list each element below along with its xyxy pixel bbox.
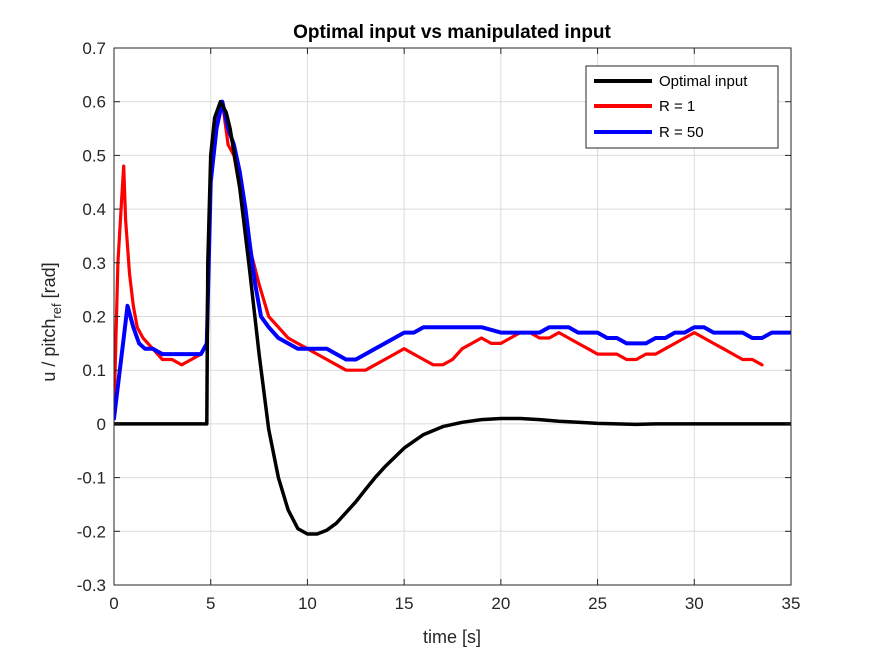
y-tick-label: 0 — [97, 415, 106, 434]
series-line-r-1 — [114, 100, 764, 415]
series-layer — [114, 99, 791, 536]
y-axis-label-suffix: [rad] — [39, 262, 59, 303]
y-tick-label: 0.4 — [82, 200, 106, 219]
legend: Optimal input R = 1 R = 50 — [585, 65, 779, 149]
x-axis-ticks: 0 5 10 15 20 25 30 35 — [109, 48, 800, 613]
legend-label-r-1: R = 1 — [659, 98, 695, 115]
y-tick-label: 0.3 — [82, 254, 106, 273]
y-tick-label: -0.3 — [77, 576, 106, 595]
series-line-optimal-input — [114, 99, 791, 536]
y-tick-label: 0.6 — [82, 93, 106, 112]
x-tick-label: 15 — [395, 594, 414, 613]
x-tick-label: 0 — [109, 594, 118, 613]
x-axis-label: time [s] — [423, 627, 481, 647]
x-tick-label: 35 — [782, 594, 801, 613]
series-line-r-50 — [114, 99, 791, 421]
legend-label-r-50: R = 50 — [659, 124, 704, 141]
y-axis-label-subscript: ref — [49, 303, 64, 319]
x-tick-label: 10 — [298, 594, 317, 613]
y-tick-label: -0.1 — [77, 469, 106, 488]
x-tick-label: 30 — [685, 594, 704, 613]
y-tick-label: 0.1 — [82, 361, 106, 380]
legend-label-optimal-input: Optimal input — [659, 73, 748, 90]
chart-title: Optimal input vs manipulated input — [293, 22, 611, 43]
y-axis-ticks: -0.3 -0.2 -0.1 0 0.1 0.2 0.3 0.4 0.5 0.6 0.7 — [77, 39, 791, 595]
x-tick-label: 25 — [588, 594, 607, 613]
y-tick-label: -0.2 — [77, 522, 106, 541]
y-axis-label-main: u / pitch — [39, 319, 59, 382]
y-tick-label: 0.7 — [82, 39, 106, 58]
x-tick-label: 5 — [206, 594, 215, 613]
y-tick-label: 0.5 — [82, 146, 106, 165]
y-tick-label: 0.2 — [82, 308, 106, 327]
y-axis-label: u / pitchref [rad] — [39, 262, 64, 381]
x-tick-label: 20 — [491, 594, 510, 613]
